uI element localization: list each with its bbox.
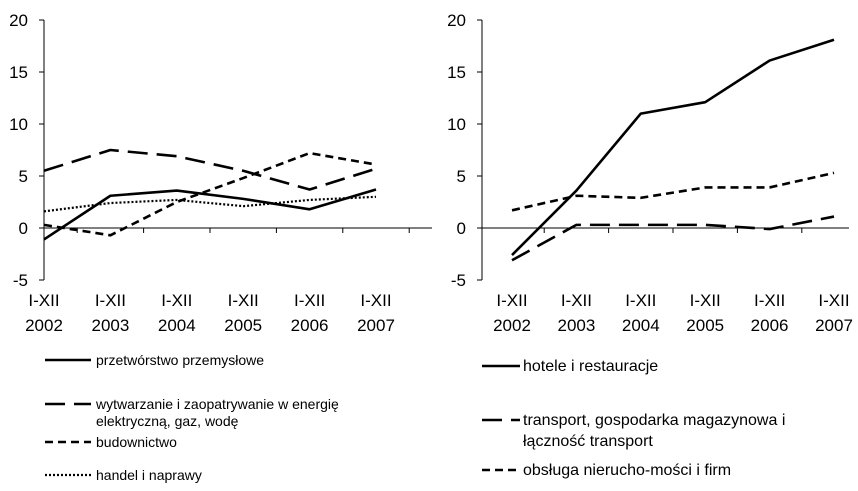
x-tick-label: 2004 (622, 316, 660, 335)
series-line-2 (511, 215, 835, 262)
series-line-4 (43, 195, 377, 213)
legend-label: hotele i restauracje (523, 358, 658, 375)
series-line-1 (511, 38, 835, 256)
legend-label: łączność transport (523, 433, 653, 450)
legend-label: handel i naprawy (96, 467, 202, 483)
x-tick-label: I-XII (360, 291, 391, 310)
y-tick-label: 5 (19, 167, 28, 186)
x-tick-label: 2006 (751, 316, 789, 335)
x-tick-label: 2002 (493, 316, 531, 335)
series-line-3 (511, 171, 835, 212)
y-tick-label: 0 (457, 219, 466, 238)
y-tick-label: 10 (9, 115, 28, 134)
series-line-3 (43, 151, 377, 237)
legend-label: wytwarzanie i zaopatrywanie w energię (95, 396, 339, 412)
x-tick-label: I-XII (561, 291, 592, 310)
y-tick-label: 0 (19, 219, 28, 238)
legend-label: obsługa nierucho-mości i firm (523, 462, 731, 479)
x-tick-label: I-XII (496, 291, 527, 310)
y-tick-label: 20 (447, 11, 466, 30)
x-tick-label: I-XII (690, 291, 721, 310)
legend-label: elektryczną, gaz, wodę (96, 413, 239, 429)
y-tick-label: 15 (447, 63, 466, 82)
legend-label: transport, gospodarka magazynowa i (523, 412, 785, 429)
y-tick-label: 15 (9, 63, 28, 82)
x-tick-label: 2006 (291, 316, 329, 335)
x-tick-label: 2003 (91, 316, 129, 335)
x-tick-label: I-XII (28, 291, 59, 310)
x-tick-label: 2003 (557, 316, 595, 335)
chart-panel-1: -5 0 5 10 15 20 I-XII 2002 I-XII 2003 I-XII 2004 I-X… (9, 11, 432, 483)
y-tick-label: 20 (9, 11, 28, 30)
x-tick-label: I-XII (625, 291, 656, 310)
y-tick-label: 10 (447, 115, 466, 134)
x-tick-label: 2007 (815, 316, 853, 335)
x-tick-label: 2007 (357, 316, 395, 335)
x-tick-label: I-XII (95, 291, 126, 310)
x-tick-label: I-XII (754, 291, 785, 310)
y-tick-label: 5 (457, 167, 466, 186)
x-tick-label: 2005 (224, 316, 262, 335)
x-tick-label: I-XII (161, 291, 192, 310)
x-tick-label: 2002 (25, 316, 63, 335)
x-tick-label: I-XII (818, 291, 849, 310)
x-tick-label: 2005 (686, 316, 724, 335)
x-tick-label: 2004 (158, 316, 196, 335)
legend-label: przetwórstwo przemysłowe (96, 352, 264, 368)
y-tick-label: -5 (13, 271, 28, 290)
x-tick-label: I-XII (294, 291, 325, 310)
x-tick-label: I-XII (228, 291, 259, 310)
chart-panel-2: -5 0 5 10 15 20 I-XII 2002 I-XII 2003 I-XII 2004 I-X… (447, 11, 853, 479)
y-tick-label: -5 (451, 271, 466, 290)
legend-label: budownictwo (96, 434, 177, 450)
series-line-1 (43, 188, 377, 241)
